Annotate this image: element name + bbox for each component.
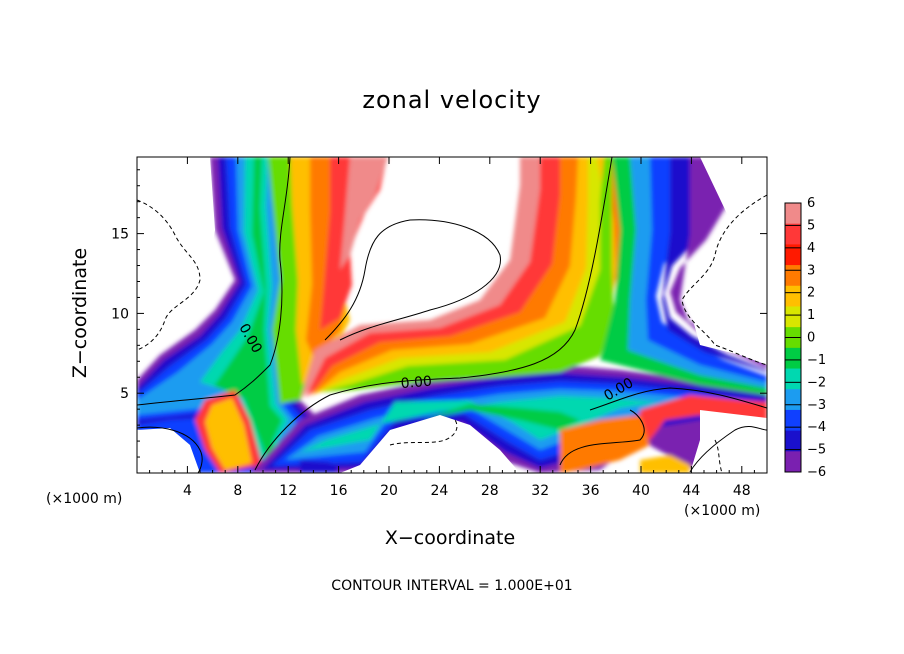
colorbar-swatch: [785, 430, 801, 452]
x-tick-label: 8: [233, 483, 242, 499]
field-shading: [137, 157, 767, 473]
colorbar-label: −5: [807, 443, 826, 458]
x-tick-label: 28: [481, 483, 499, 499]
y-axis-ticks: 5 10 15: [111, 169, 767, 458]
x-unit-label-left: (×1000 m): [46, 491, 123, 507]
x-axis-label: X−coordinate: [384, 527, 516, 549]
y-tick-label: 10: [111, 306, 129, 322]
colorbar-label: 5: [807, 218, 815, 233]
contour-lines: [137, 157, 767, 473]
colorbar-label: −1: [807, 353, 826, 368]
colorbar-swatch: [785, 368, 801, 390]
colorbar-swatch: [785, 347, 801, 370]
x-tick-label: 48: [733, 483, 751, 499]
x-tick-label: 44: [682, 483, 700, 499]
x-tick-label: 24: [430, 483, 448, 499]
colorbar-swatch: [785, 285, 801, 307]
colorbar-swatch: [785, 451, 801, 473]
x-tick-label: 32: [531, 483, 549, 499]
contour-label: 0.00: [400, 374, 432, 393]
colorbar-swatch: [785, 265, 801, 287]
x-tick-label: 36: [582, 483, 600, 499]
colorbar-label: −4: [807, 420, 826, 435]
y-tick-label: 15: [111, 227, 129, 243]
chart-title: zonal velocity: [362, 86, 542, 114]
colorbar: 6 5 4 3 2 1 0 −1 −2 −3 −4 −5 −6: [784, 196, 826, 480]
colorbar-label: −6: [807, 465, 826, 480]
x-tick-label: 20: [380, 483, 398, 499]
x-tick-label: 40: [632, 483, 650, 499]
colorbar-label: 4: [807, 241, 815, 256]
colorbar-label: 3: [807, 263, 815, 278]
colorbar-label: 6: [807, 196, 815, 211]
colorbar-label: −3: [807, 398, 826, 413]
x-tick-label: 12: [279, 483, 297, 499]
colorbar-label: 2: [807, 286, 815, 301]
colorbar-swatch: [785, 244, 801, 266]
negative-contours: [137, 194, 767, 473]
colorbar-swatch: [785, 306, 801, 328]
x-axis-ticks: 4 8 12 16 20 24 28 32 36 40 44 48: [149, 157, 755, 499]
colorbar-swatch: [785, 223, 801, 245]
contour-interval-note: CONTOUR INTERVAL = 1.000E+01: [331, 578, 573, 594]
colorbar-swatch: [785, 409, 801, 432]
y-tick-label: 5: [120, 386, 129, 402]
x-tick-label: 16: [330, 483, 348, 499]
x-unit-label-right: (×1000 m): [684, 503, 761, 519]
colorbar-swatch: [785, 203, 801, 225]
colorbar-label: 1: [807, 308, 815, 323]
colorbar-label: 0: [807, 331, 815, 346]
x-tick-label: 4: [183, 483, 192, 499]
colorbar-swatch: [785, 389, 801, 411]
colorbar-label: −2: [807, 375, 826, 390]
